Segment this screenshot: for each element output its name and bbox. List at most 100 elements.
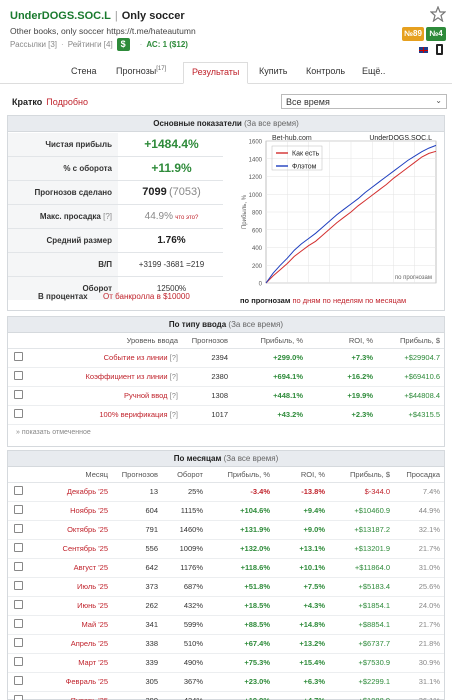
cell-count: 642 [108, 558, 158, 578]
stat-value: 12500% [156, 284, 187, 293]
cell-month[interactable]: Март '25 [28, 653, 108, 673]
row-checkbox[interactable] [13, 657, 23, 666]
cell-turnover: 1460% [158, 520, 203, 540]
row-checkbox[interactable] [13, 409, 23, 418]
panel-title: По месяцам [173, 454, 222, 463]
row-checkbox[interactable] [13, 562, 23, 571]
dollar-icon[interactable]: $ [116, 38, 130, 51]
detailed-link[interactable]: Подробно [46, 97, 88, 107]
y-axis-label: Прибыль, % [242, 194, 248, 229]
frombank-link[interactable]: От банкролла в $10000 [103, 292, 190, 301]
tab-control[interactable]: Контроль [306, 66, 345, 76]
help-link[interactable]: [?] [169, 391, 178, 400]
table-row: Январь '25299424%+19.9%+4.7%+$1988.926.1… [8, 691, 444, 700]
type-name[interactable]: Коэффициент из линии [85, 372, 168, 381]
ratings-link[interactable]: Рейтинги [4] [67, 40, 113, 49]
rank-badge-2[interactable]: №4 [426, 27, 446, 41]
cell-usd: +$1988.9 [325, 691, 390, 700]
cell-usd: +$2299.1 [325, 672, 390, 692]
help-link[interactable]: [?] [169, 353, 178, 362]
cell-drawdown: 31.1% [390, 672, 444, 692]
cell-month[interactable]: Январь '25 [28, 691, 108, 700]
cell-profit: +51.8% [203, 577, 270, 597]
col-header: ROI, % [270, 467, 325, 483]
show-selected-link[interactable]: » показать отмеченное [16, 428, 91, 436]
tab-predictions[interactable]: Прогнозы[17] [116, 66, 166, 76]
row-checkbox[interactable] [13, 543, 23, 552]
cell-count: 556 [108, 539, 158, 559]
cell-usd: +$69410.6 [373, 367, 444, 387]
chevron-down-icon: ⌄ [435, 96, 442, 105]
stat-key: % с оборота [8, 157, 118, 180]
y-tick-label: 1000 [249, 193, 263, 199]
cell-month[interactable]: Апрель '25 [28, 634, 108, 654]
tipster-name[interactable]: UnderDOGS.SOC.L [10, 10, 111, 22]
row-checkbox[interactable] [13, 505, 23, 514]
cell-month[interactable]: Декабрь '25 [28, 482, 108, 502]
chart-link-months[interactable]: по месяцам [365, 296, 407, 305]
table-row: Февраль '25 305 367% +23.0% +6.3% +$2299.1 31.… [8, 672, 444, 692]
col-header: Прибыль, $ [325, 467, 390, 483]
chart-link-weeks[interactable]: по неделям [322, 296, 363, 305]
help-link[interactable]: [?] [169, 410, 178, 419]
row-checkbox[interactable] [13, 676, 23, 685]
cell-profit: +67.4% [203, 634, 270, 654]
ac-info[interactable]: АС: 1 ($12) [146, 40, 188, 49]
cell-turnover: 510% [158, 634, 203, 654]
panel-title: Основные показатели [153, 119, 242, 128]
main-stats-panel: Основные показатели (За все время) Чиста… [7, 115, 445, 311]
phone-icon[interactable] [436, 44, 443, 55]
cell-month[interactable]: Ноябрь '25 [28, 501, 108, 521]
table-row: Сентябрь '25 556 1009% +132.0% +13.1% +$13201… [8, 539, 444, 559]
cell-month[interactable]: Май '25 [28, 615, 108, 635]
type-name[interactable]: 100% верификация [99, 410, 168, 419]
tipster-desc: Only soccer [121, 10, 185, 22]
panel-header: По месяцам (За все время) [8, 451, 444, 467]
help-link[interactable]: [?] [103, 212, 112, 221]
cell-count: 305 [108, 672, 158, 692]
cell-month[interactable]: Август '25 [28, 558, 108, 578]
type-name[interactable]: Событие из линии [103, 353, 168, 362]
cell-month[interactable]: Июль '25 [28, 577, 108, 597]
tab-more[interactable]: Ещё.. [362, 66, 385, 76]
stat-key: В/П [8, 253, 118, 276]
cell-usd: +$13187.2 [325, 520, 390, 540]
table-row: 100% верификация [?] 1017 +43.2% +2.3% +$431… [8, 405, 444, 425]
row-checkbox[interactable] [13, 524, 23, 533]
meta-dot: · [61, 40, 64, 49]
row-checkbox[interactable] [13, 581, 23, 590]
cell-month[interactable]: Февраль '25 [28, 672, 108, 692]
cell-month[interactable]: Июнь '25 [28, 596, 108, 616]
row-checkbox[interactable] [13, 371, 23, 380]
star-icon[interactable] [430, 6, 446, 22]
profit-chart: 0 200 400 600 800 1000 1200 1400 1600 Прибыль, % B… [242, 135, 437, 288]
chart-link-bets[interactable]: по прогнозам [240, 296, 291, 305]
row-checkbox[interactable] [13, 600, 23, 609]
what-is-link[interactable]: что это? [175, 215, 199, 221]
brief-label[interactable]: Кратко [12, 97, 43, 107]
col-header: Просадка [390, 467, 444, 483]
rank-badge-1[interactable]: №89 [402, 27, 424, 41]
cell-month[interactable]: Сентябрь '25 [28, 539, 108, 559]
row-checkbox[interactable] [13, 352, 23, 361]
tab-wall[interactable]: Стена [71, 66, 97, 76]
row-checkbox[interactable] [13, 390, 23, 399]
help-link[interactable]: [?] [169, 372, 178, 381]
mailings-link[interactable]: Рассылки [3] [10, 40, 58, 49]
cell-month[interactable]: Октябрь '25 [28, 520, 108, 540]
chart-link-days[interactable]: по дням [292, 296, 321, 305]
period-select[interactable]: Все время ⌄ [281, 94, 447, 109]
row-checkbox[interactable] [13, 638, 23, 647]
table-row: Ноябрь '25 604 1115% +104.6% +9.4% +$10460.9 4… [8, 501, 444, 521]
cell-roi: +13.2% [270, 634, 325, 654]
col-header: Уровень ввода [28, 333, 178, 349]
cell-turnover: 1176% [158, 558, 203, 578]
tab-buy[interactable]: Купить [259, 66, 287, 76]
row-checkbox[interactable] [13, 695, 23, 700]
tab-results[interactable]: Результаты [183, 62, 249, 84]
row-checkbox[interactable] [13, 486, 23, 495]
by-type-panel: По типу ввода (За все время) Уровень вво… [7, 316, 445, 447]
type-name[interactable]: Ручной ввод [124, 391, 168, 400]
row-checkbox[interactable] [13, 619, 23, 628]
